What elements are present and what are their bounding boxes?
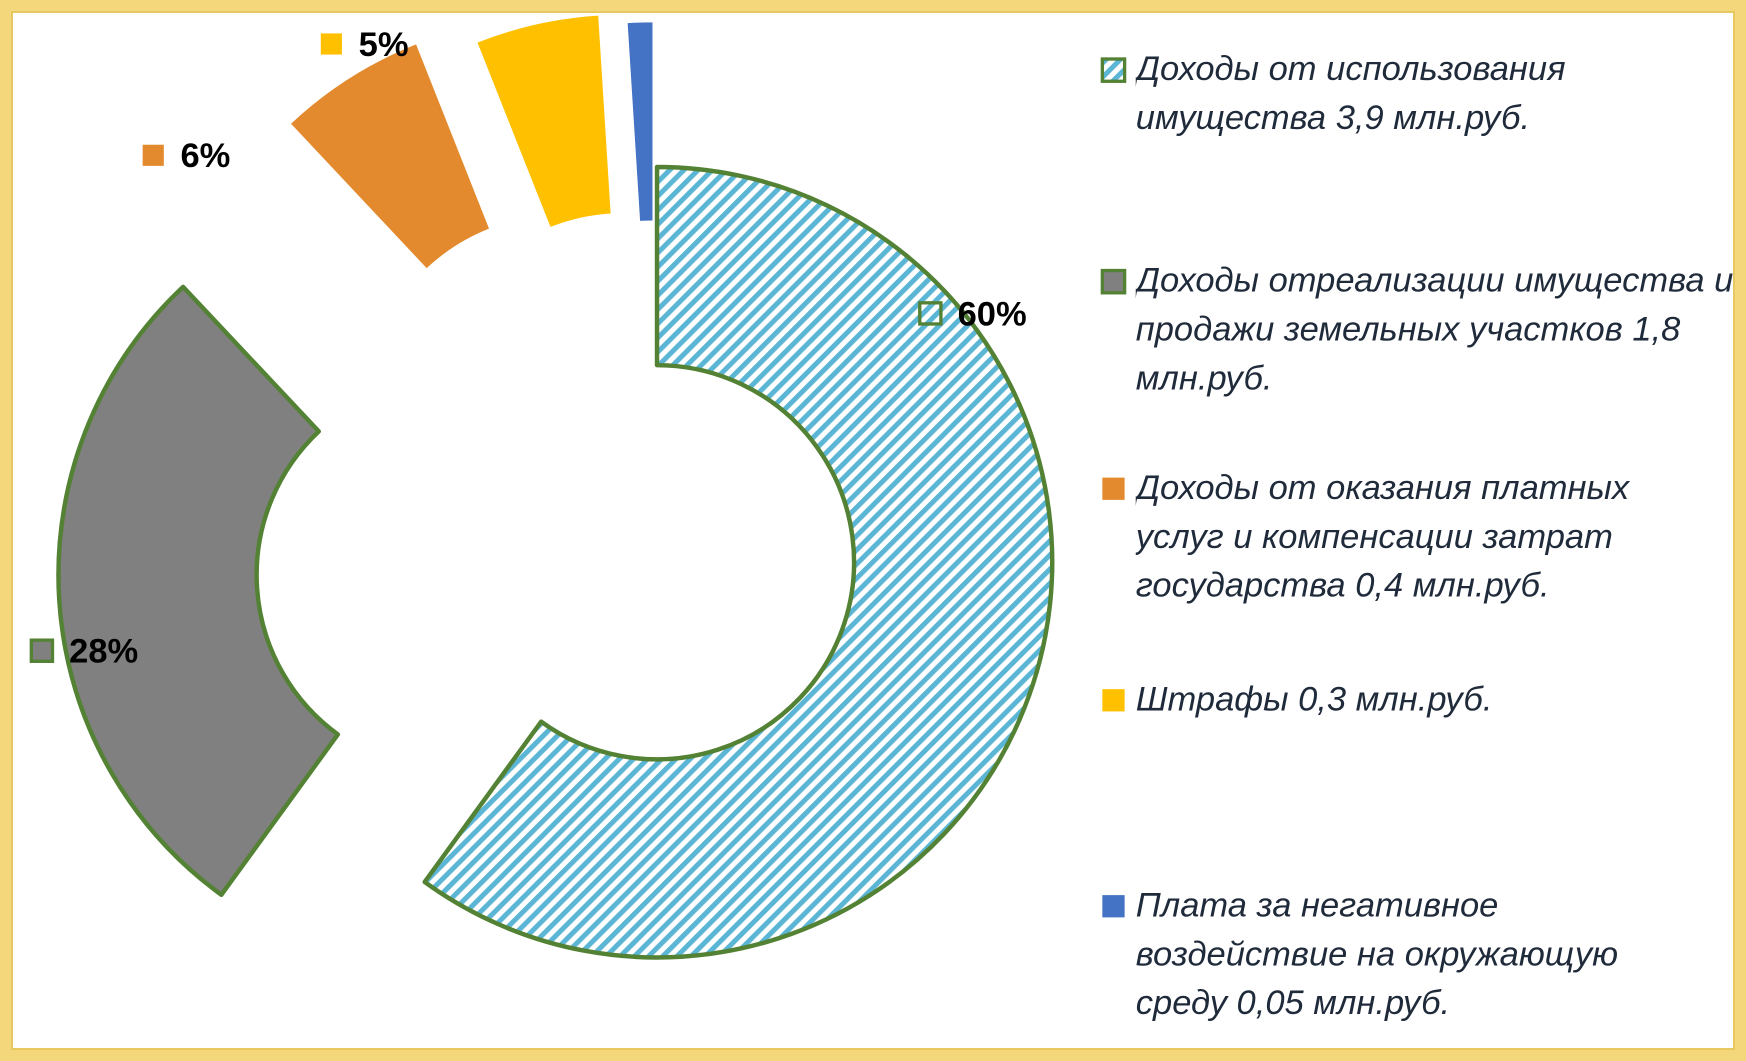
legend-item: Доходы от использования имущества 3,9 мл… [1135,48,1566,137]
label-key [320,33,342,55]
donut-slice [627,22,653,221]
data-label: 28% [69,633,138,671]
legend-label: Доходы от использования имущества 3,9 мл… [1135,48,1566,137]
donut-slice [291,44,490,269]
data-label: 6% [181,137,231,175]
legend-item: Доходы от оказания платных услуг и компе… [1135,467,1630,605]
legend-key [1102,689,1125,712]
donut-slice [422,164,1055,960]
label-key [918,301,943,326]
legend-label: Доходы от оказания платных услуг и компе… [1135,467,1630,605]
data-label: 5% [359,26,409,64]
legend-key [1102,895,1125,918]
legend-item: Штрафы 0,3 млн.руб. [1135,679,1493,719]
legend-item: Доходы отреализации имущества и продажи … [1135,260,1734,398]
legend-label: Доходы отреализации имущества и продажи … [1135,260,1734,398]
legend-key [1100,268,1127,295]
legend-key [1102,477,1125,500]
label-key [29,638,55,663]
donut-slice [56,284,341,897]
legend-item: Плата за негативное воздействие на окруж… [1135,885,1619,1023]
legend-label: Штрафы 0,3 млн.руб. [1135,679,1493,719]
label-key [142,144,164,166]
donut-slice [477,15,611,227]
legend-key [1100,57,1127,83]
legend-label: Плата за негативное воздействие на окруж… [1135,885,1619,1023]
data-label: 60% [958,295,1027,333]
